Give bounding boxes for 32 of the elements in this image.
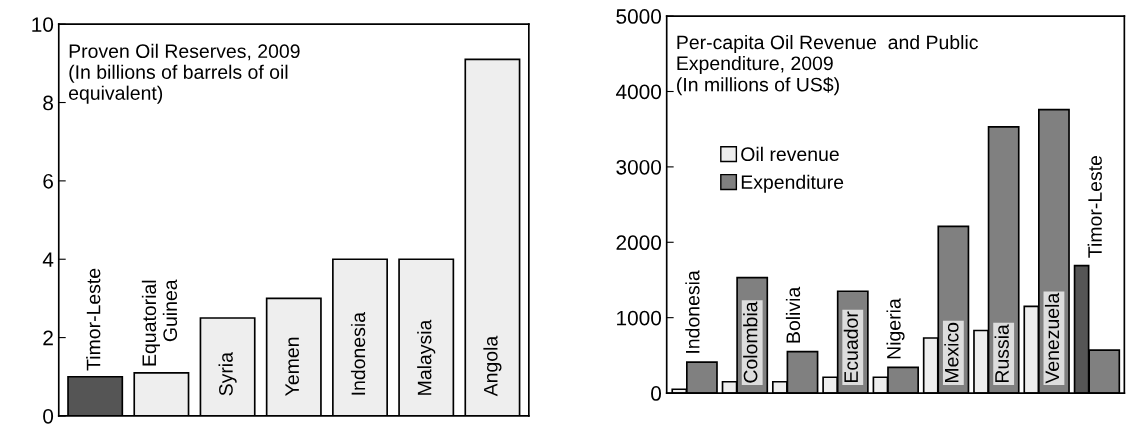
category-label: Timor-Leste: [86, 268, 101, 371]
y-tick-label: 2000: [616, 235, 662, 251]
legend-label: Oil revenue: [741, 146, 839, 162]
y-tick-label: 5000: [616, 9, 662, 24]
category-label: Timor-Leste: [1087, 155, 1102, 258]
category-label: Russia: [994, 324, 1009, 383]
category-label: Venezuela: [1044, 292, 1060, 384]
y-tick-label: 8: [43, 95, 53, 111]
category-label: Angola: [483, 335, 502, 397]
category-label: Equatorial Guinea: [141, 279, 178, 366]
y-tick-label: 1000: [617, 310, 662, 326]
category-label: Ecuador: [843, 311, 858, 383]
y-tick-label: 2: [43, 330, 53, 346]
category-label: Syria: [218, 352, 237, 396]
y-tick-label: 0: [43, 408, 54, 424]
y-tick-label: 0: [651, 386, 662, 401]
category-label: Malaysia: [417, 319, 436, 395]
category-label: Yemen: [285, 337, 300, 396]
category-label: Indonesia: [350, 312, 366, 395]
y-tick-label: 3000: [616, 159, 662, 175]
text: Per-capita Oil Revenue and Public Expenditure, 2009 (In millions of US$): [677, 34, 978, 96]
y-tick-label: 10: [32, 17, 54, 32]
y-tick-label: 4000: [615, 84, 662, 100]
category-label: Mexico: [944, 322, 959, 383]
y-tick-label: 6: [43, 173, 53, 189]
category-label: Nigeria: [886, 298, 905, 359]
y-tick-label: 4: [42, 252, 54, 267]
text: Proven Oil Reserves, 2009 (In billions of barrels of oil equivalent): [68, 43, 300, 104]
category-label: Colombia: [743, 301, 758, 383]
category-label: Bolivia: [785, 286, 801, 343]
legend-label: Expenditure: [741, 174, 844, 193]
category-label: Indonesia: [685, 270, 700, 353]
